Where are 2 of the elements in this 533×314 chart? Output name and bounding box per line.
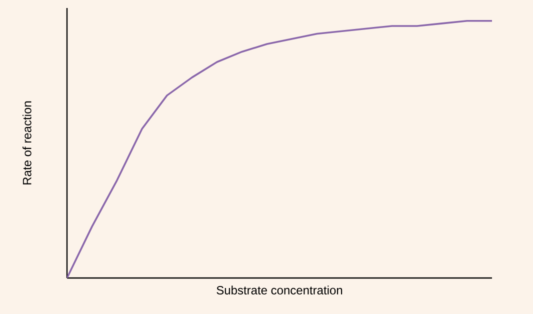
y-axis-title: Rate of reaction xyxy=(22,101,32,184)
x-axis-title: Substrate concentration xyxy=(216,286,342,294)
